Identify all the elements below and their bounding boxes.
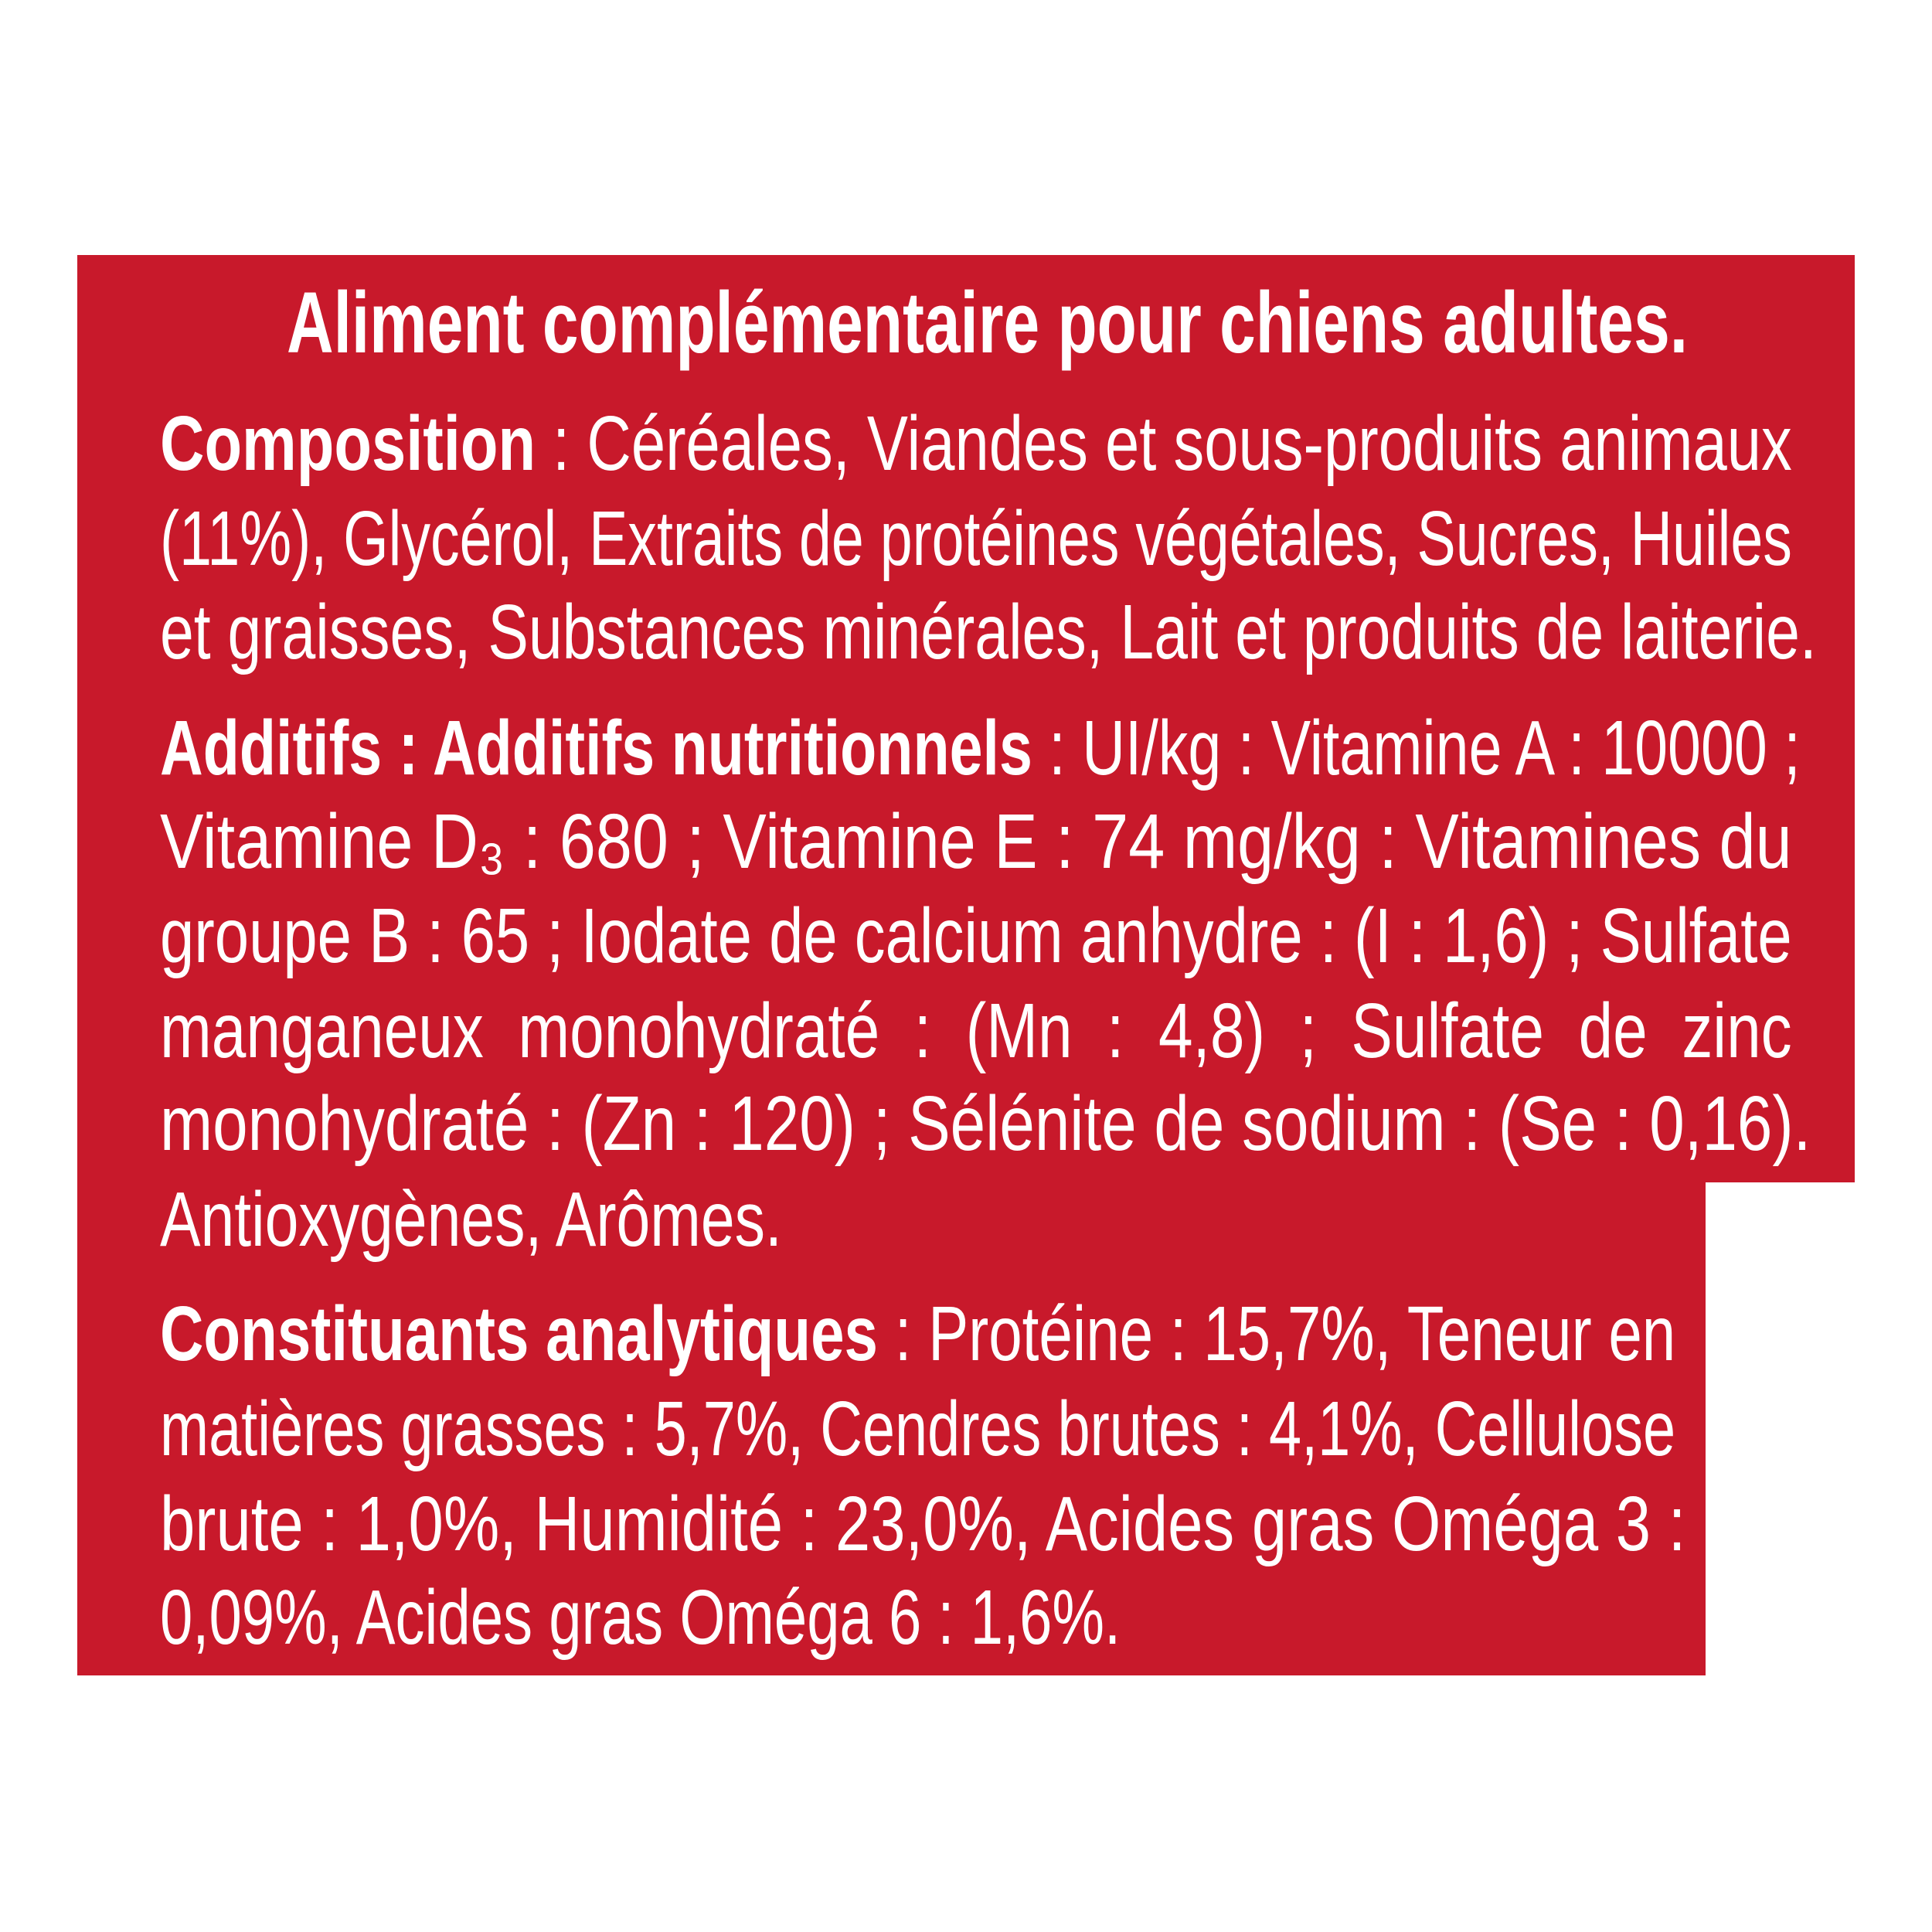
line-text: Vitamine D₃ : 680 ; Vitamine E : 74 mg/k… bbox=[160, 798, 1792, 885]
section-label: Additifs : Additifs nutritionnels bbox=[160, 705, 1032, 791]
line-text: Antioxygènes, Arômes. bbox=[160, 1176, 782, 1263]
label-text-line: Vitamine D₃ : 680 ; Vitamine E : 74 mg/k… bbox=[160, 803, 1792, 880]
line-text: brute : 1,0%, Humidité : 23,0%, Acides g… bbox=[160, 1481, 1686, 1567]
line-text: monohydraté : (Zn : 120) ; Sélénite de s… bbox=[160, 1080, 1811, 1167]
section-label: Composition bbox=[160, 400, 536, 487]
label-text-line: groupe B : 65 ; Iodate de calcium anhydr… bbox=[160, 897, 1792, 975]
label-text-line: matières grasses : 5,7%, Cendres brutes … bbox=[160, 1390, 1675, 1468]
product-title: Aliment complémentaire pour chiens adult… bbox=[287, 274, 1689, 371]
label-text-line: Antioxygènes, Arômes. bbox=[160, 1181, 782, 1258]
line-text: 0,09%, Acides gras Oméga 6 : 1,6%. bbox=[160, 1574, 1121, 1661]
label-text-line: brute : 1,0%, Humidité : 23,0%, Acides g… bbox=[160, 1485, 1685, 1563]
label-text-line: Additifs : Additifs nutritionnels : UI/k… bbox=[160, 709, 1801, 787]
line-text: : Céréales, Viandes et sous-produits ani… bbox=[536, 400, 1792, 487]
label-text-line: 0,09%, Acides gras Oméga 6 : 1,6%. bbox=[160, 1579, 1121, 1656]
line-text: (11%), Glycérol, Extraits de protéines v… bbox=[160, 495, 1792, 582]
label-text-line: et graisses, Substances minérales, Lait … bbox=[160, 594, 1817, 671]
line-text: : Protéine : 15,7%, Teneur en bbox=[877, 1291, 1676, 1377]
label-panel-lower bbox=[77, 1175, 1706, 1675]
label-panel-upper bbox=[77, 255, 1855, 1182]
line-text: : UI/kg : Vitamine A : 10000 ; bbox=[1032, 705, 1801, 791]
line-text: groupe B : 65 ; Iodate de calcium anhydr… bbox=[160, 893, 1792, 979]
line-text: matières grasses : 5,7%, Cendres brutes … bbox=[160, 1386, 1676, 1472]
label-text-line: Constituants analytiques : Protéine : 15… bbox=[160, 1295, 1675, 1372]
label-text-line: (11%), Glycérol, Extraits de protéines v… bbox=[160, 500, 1792, 577]
line-text: et graisses, Substances minérales, Lait … bbox=[160, 589, 1817, 675]
line-text: manganeux monohydraté : (Mn : 4,8) ; Sul… bbox=[160, 988, 1792, 1074]
section-label: Constituants analytiques bbox=[160, 1291, 878, 1377]
label-text-line: Composition : Céréales, Viandes et sous-… bbox=[160, 405, 1792, 482]
label-text-line: monohydraté : (Zn : 120) ; Sélénite de s… bbox=[160, 1085, 1811, 1162]
label-text-line: manganeux monohydraté : (Mn : 4,8) ; Sul… bbox=[160, 992, 1792, 1070]
